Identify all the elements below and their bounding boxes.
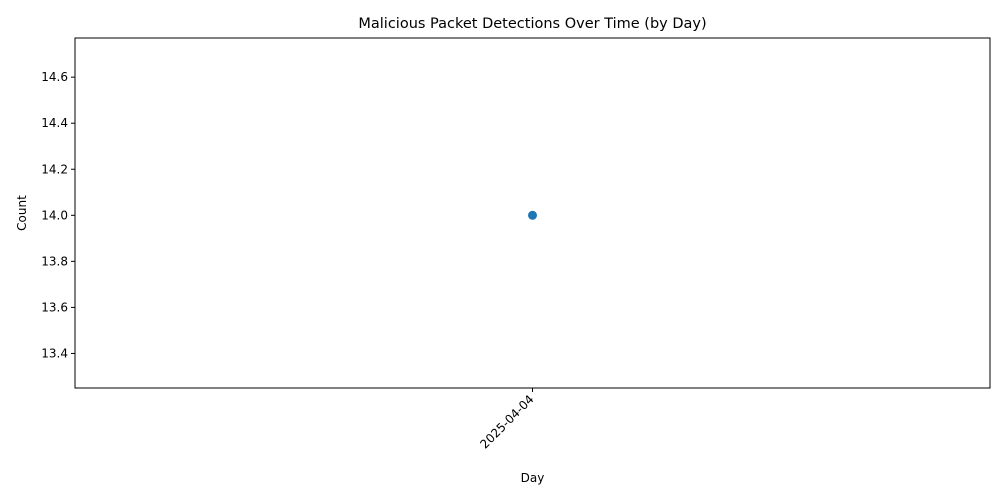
series-layer: [528, 210, 537, 220]
y-tick-label: 14.4: [41, 116, 68, 130]
data-point: [528, 210, 537, 220]
y-tick-label: 13.8: [41, 254, 68, 268]
y-tick-label: 13.6: [41, 300, 68, 314]
y-axis-title: Count: [15, 195, 29, 231]
y-tick-label: 13.4: [41, 346, 68, 360]
y-axis: 13.4 13.6 13.8 14.0 14.2 14.4 14.6: [41, 70, 75, 360]
y-tick-label: 14.2: [41, 162, 68, 176]
chart-title: Malicious Packet Detections Over Time (b…: [358, 16, 706, 32]
y-tick-label: 14.6: [41, 70, 68, 84]
y-tick-label: 14.0: [41, 208, 68, 222]
x-axis-title: Day: [521, 471, 545, 485]
